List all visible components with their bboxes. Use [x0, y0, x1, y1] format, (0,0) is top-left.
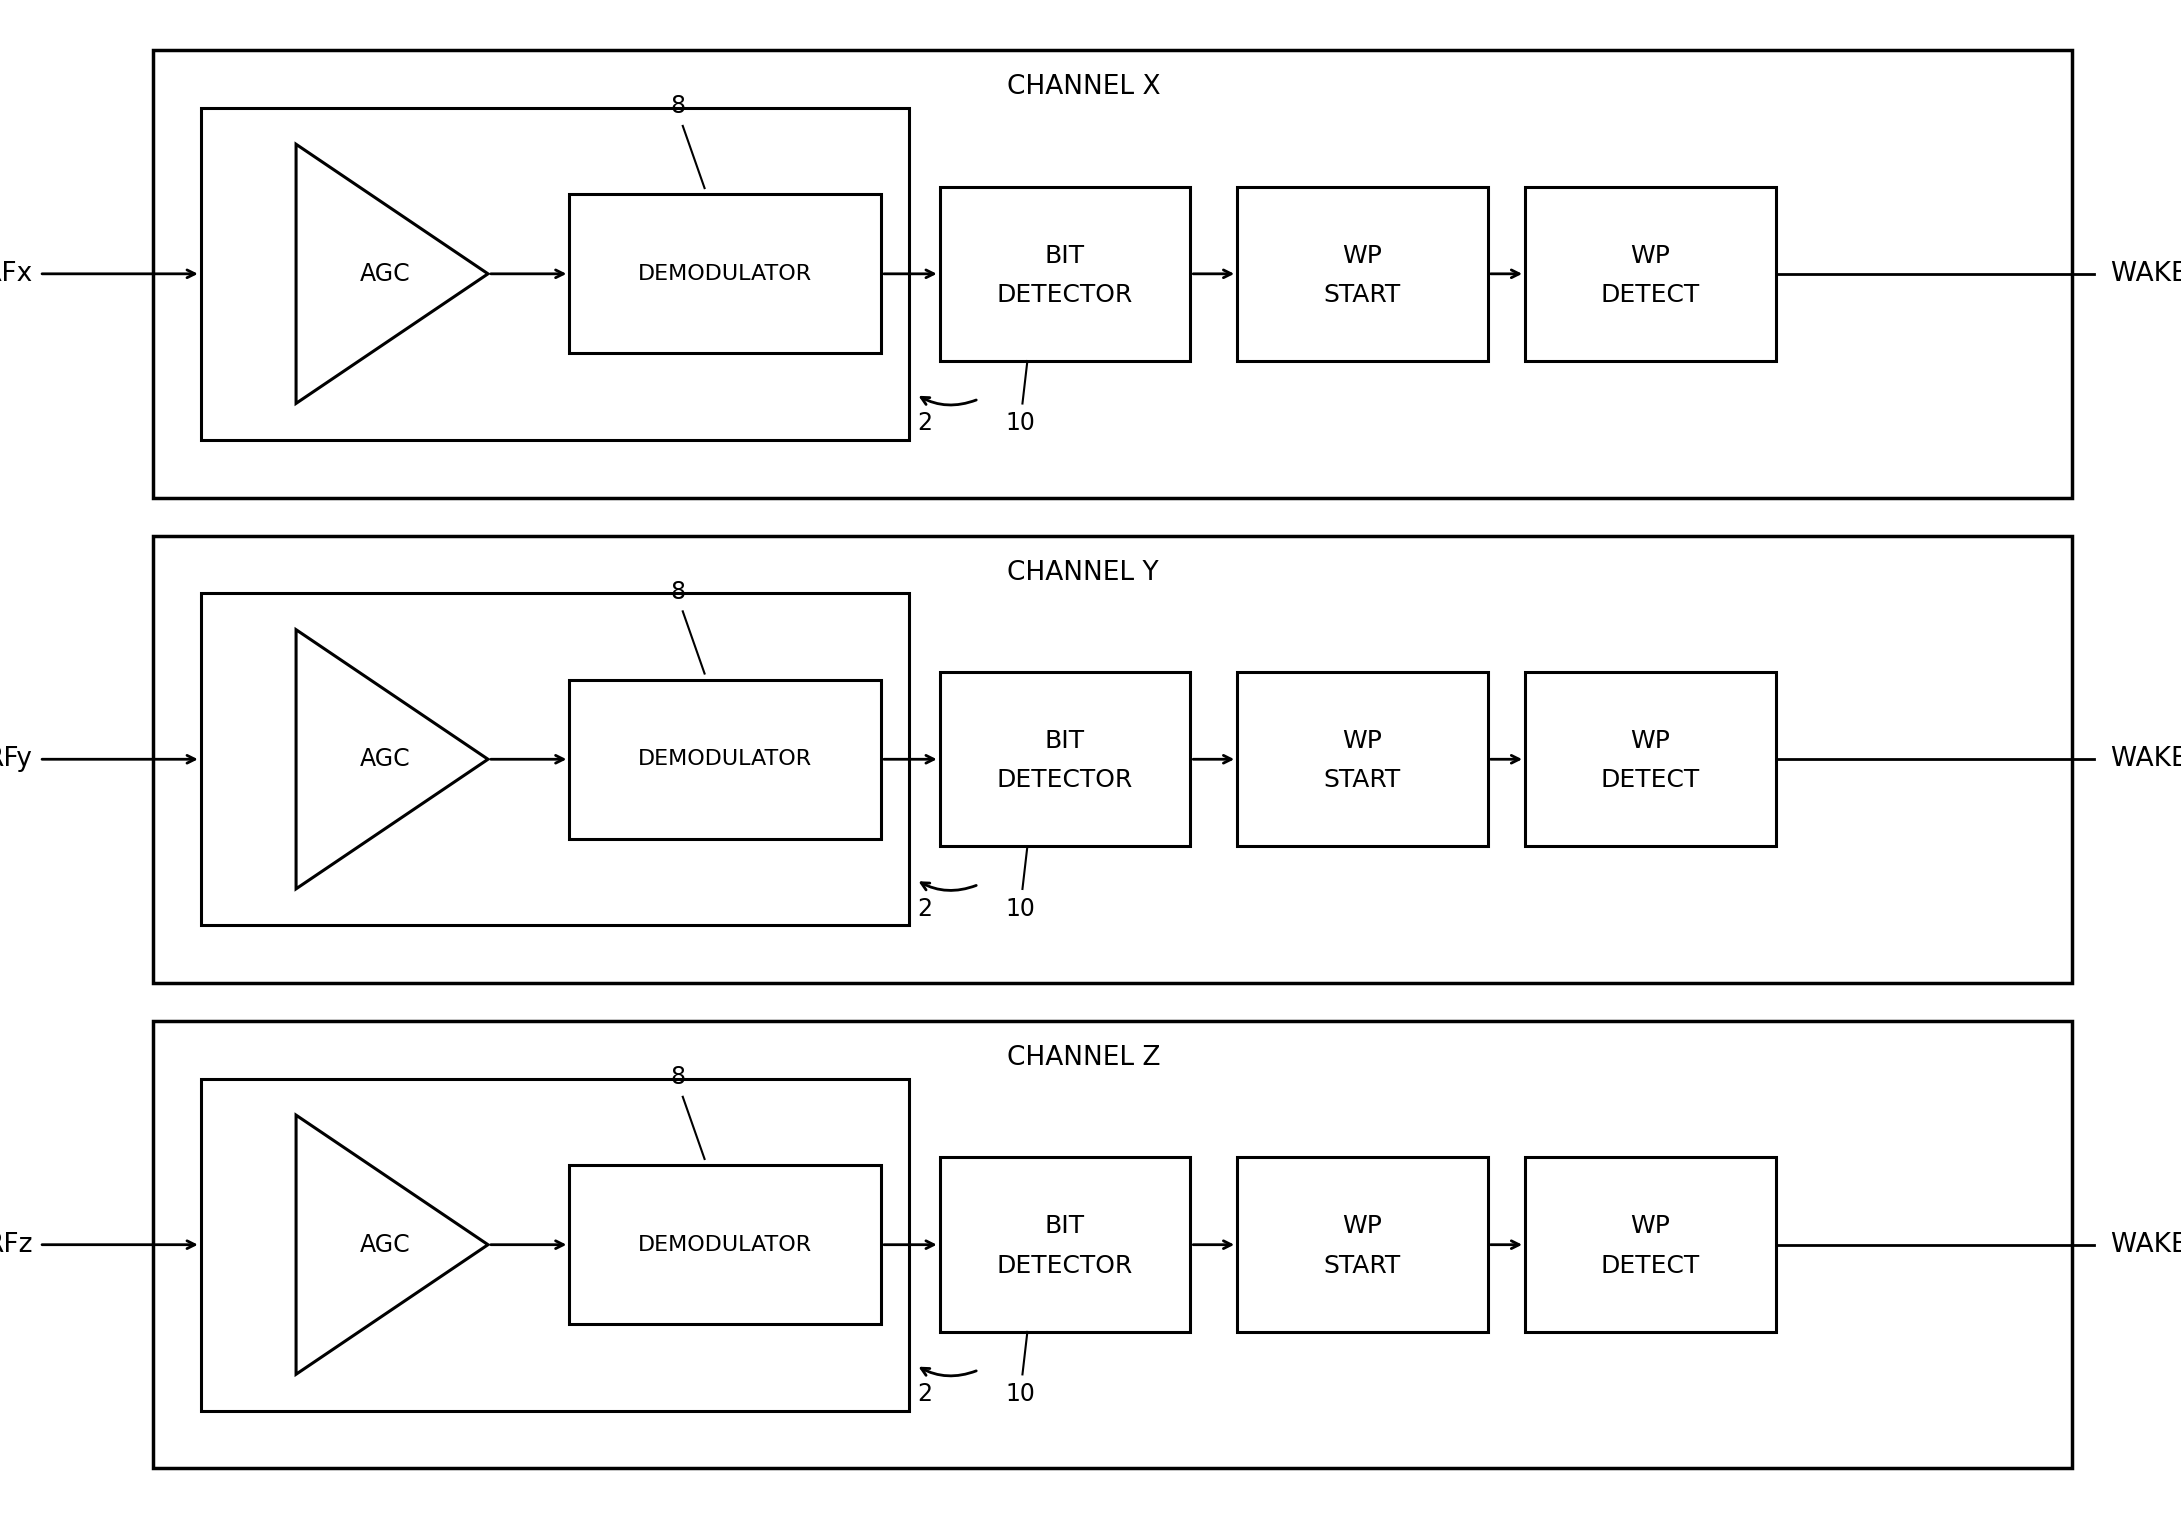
Text: DETECT: DETECT: [1601, 769, 1699, 792]
Text: RFz: RFz: [0, 1232, 33, 1258]
Text: WAKE Z: WAKE Z: [2111, 1232, 2181, 1258]
Bar: [1525, 672, 1775, 846]
Text: WP: WP: [1631, 244, 1671, 267]
Text: RFy: RFy: [0, 746, 33, 772]
Text: DETECT: DETECT: [1601, 1255, 1699, 1277]
Text: START: START: [1324, 284, 1400, 306]
Bar: [201, 1079, 909, 1411]
Text: 2: 2: [916, 411, 931, 435]
Text: 8: 8: [672, 579, 687, 604]
Text: START: START: [1324, 1255, 1400, 1277]
Text: WP: WP: [1343, 1215, 1383, 1238]
Bar: [569, 680, 881, 839]
Text: 8: 8: [672, 1065, 687, 1089]
Polygon shape: [297, 144, 489, 404]
Text: 10: 10: [1005, 897, 1034, 921]
Bar: [1525, 187, 1775, 361]
Text: DETECTOR: DETECTOR: [997, 769, 1134, 792]
Text: WAKE Y: WAKE Y: [2111, 746, 2181, 772]
Bar: [569, 1165, 881, 1324]
Text: AGC: AGC: [360, 748, 410, 771]
Text: DETECTOR: DETECTOR: [997, 1255, 1134, 1277]
Bar: [153, 50, 2072, 498]
Text: DETECTOR: DETECTOR: [997, 284, 1134, 306]
Text: DEMODULATOR: DEMODULATOR: [639, 749, 811, 769]
Text: BIT: BIT: [1045, 730, 1084, 752]
Text: DETECT: DETECT: [1601, 284, 1699, 306]
Text: WAKE X: WAKE X: [2111, 261, 2181, 287]
Text: AGC: AGC: [360, 262, 410, 285]
Text: START: START: [1324, 769, 1400, 792]
Bar: [1237, 1157, 1487, 1332]
Text: 10: 10: [1005, 1382, 1034, 1406]
Bar: [1237, 672, 1487, 846]
Bar: [1237, 187, 1487, 361]
Text: 2: 2: [916, 897, 931, 921]
Text: AGC: AGC: [360, 1233, 410, 1256]
Text: 10: 10: [1005, 411, 1034, 435]
Bar: [940, 187, 1191, 361]
Text: BIT: BIT: [1045, 1215, 1084, 1238]
Text: CHANNEL Z: CHANNEL Z: [1008, 1045, 1160, 1071]
Polygon shape: [297, 630, 489, 889]
Bar: [940, 672, 1191, 846]
Text: WP: WP: [1631, 1215, 1671, 1238]
Bar: [1525, 1157, 1775, 1332]
Text: 2: 2: [916, 1382, 931, 1406]
Text: RFx: RFx: [0, 261, 33, 287]
Text: BIT: BIT: [1045, 244, 1084, 267]
Text: WP: WP: [1631, 730, 1671, 752]
Text: 8: 8: [672, 94, 687, 118]
Bar: [201, 593, 909, 925]
Bar: [153, 536, 2072, 983]
Bar: [153, 1021, 2072, 1468]
Text: DEMODULATOR: DEMODULATOR: [639, 264, 811, 284]
Text: WP: WP: [1343, 244, 1383, 267]
Text: CHANNEL X: CHANNEL X: [1008, 74, 1160, 100]
Polygon shape: [297, 1115, 489, 1374]
Bar: [569, 194, 881, 353]
Bar: [201, 108, 909, 440]
Bar: [940, 1157, 1191, 1332]
Text: WP: WP: [1343, 730, 1383, 752]
Text: DEMODULATOR: DEMODULATOR: [639, 1235, 811, 1255]
Text: CHANNEL Y: CHANNEL Y: [1008, 560, 1158, 586]
